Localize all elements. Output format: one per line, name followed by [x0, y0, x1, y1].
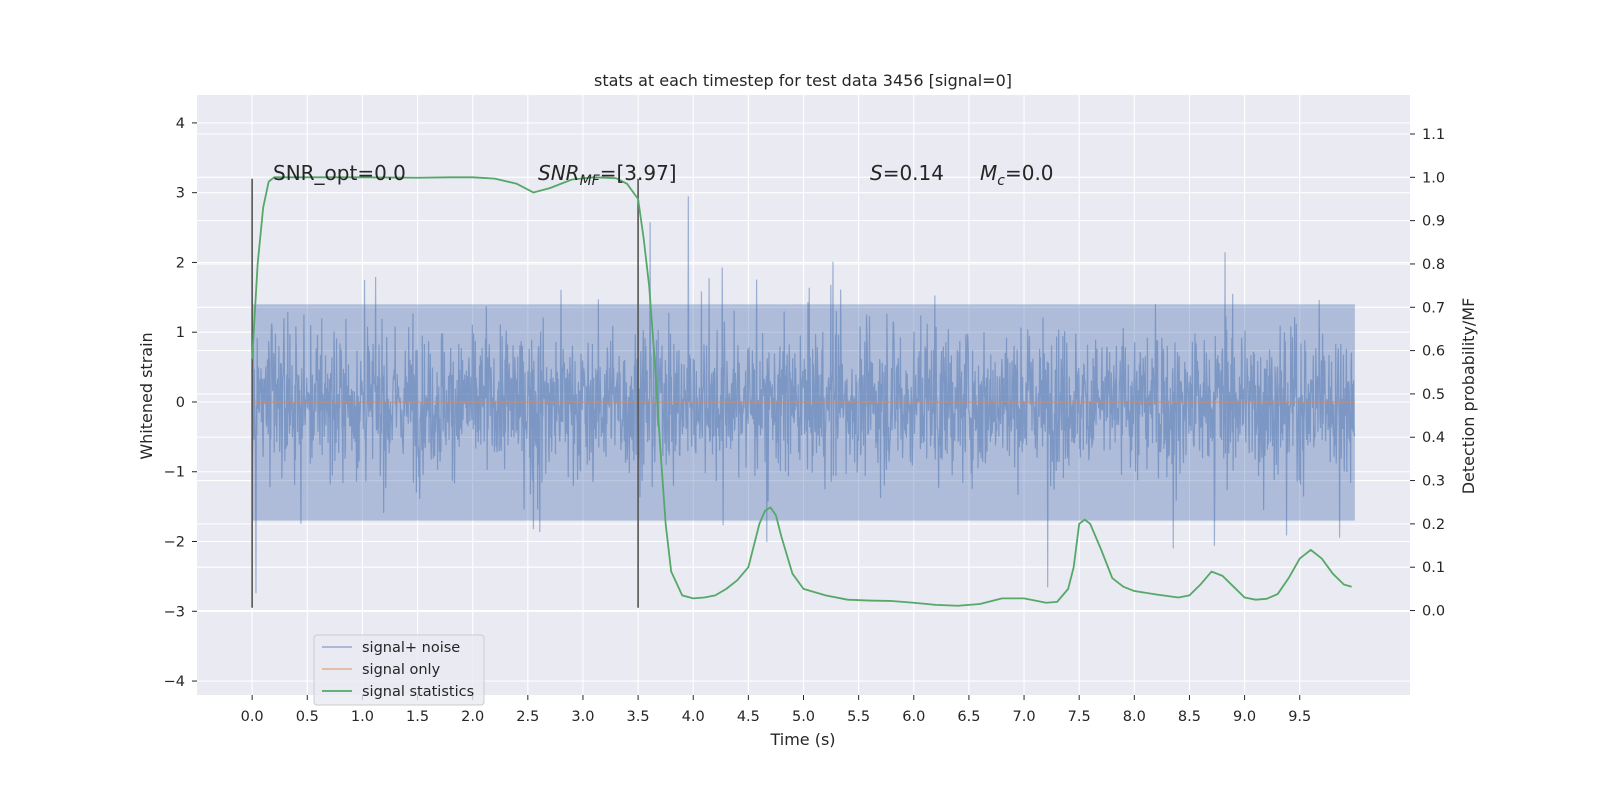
x-axis-ticks: 0.0 0.5 1.0 1.5 2.0 2.5 3.0 3.5 4.0 4.5 5.0 5.5 6.0 6… [241, 695, 1311, 725]
x-tick-label: 7.5 [1068, 709, 1091, 725]
y-left-tick-label: 4 [176, 116, 185, 132]
x-tick-label: 4.5 [737, 709, 760, 725]
y-right-tick-label: 0.6 [1422, 344, 1445, 360]
y-left-tick-label: 3 [176, 186, 185, 202]
x-tick-label: 9.0 [1233, 709, 1256, 725]
y-left-tick-label: −3 [164, 604, 185, 620]
marker-vlines [251, 178, 639, 608]
x-tick-label: 7.0 [1013, 709, 1036, 725]
y-left-tick-label: 1 [176, 325, 185, 341]
legend-label-noise: signal+ noise [362, 640, 460, 656]
chart-title: stats at each timestep for test data 345… [594, 71, 1012, 90]
y-left-tick-label: 2 [176, 255, 185, 271]
x-tick-label: 3.0 [571, 709, 594, 725]
annotation-mc-value: =0.0 [1005, 161, 1054, 185]
annotation-snr-mf-var: SNR [538, 161, 580, 185]
y-right-tick-label: 0.8 [1422, 257, 1445, 273]
annotation-snr-opt: SNR_opt=0.0 [273, 161, 406, 185]
y-right-tick-label: 0.2 [1422, 517, 1445, 533]
annotation-mc-var: M [980, 161, 997, 185]
x-tick-label: 8.0 [1123, 709, 1146, 725]
x-tick-label: 9.5 [1288, 709, 1311, 725]
noise-line [251, 196, 1356, 594]
annotation-s-value: =0.14 [883, 161, 944, 185]
x-tick-label: 1.0 [351, 709, 374, 725]
y-right-tick-label: 0.9 [1422, 214, 1445, 230]
y-left-tick-label: −1 [164, 465, 185, 481]
x-tick-label: 5.0 [792, 709, 815, 725]
y-axis-right-ticks: 1.1 1.0 0.9 0.8 0.7 0.6 0.5 0.4 0.3 0.2 0.1 0.0 [1410, 127, 1445, 620]
legend-label-stats: signal statistics [362, 684, 474, 700]
legend: signal+ noise signal only signal statist… [313, 634, 485, 706]
x-tick-label: 0.5 [296, 709, 319, 725]
y-axis-left-label: Whitened strain [137, 332, 156, 459]
y-left-tick-label: 0 [176, 395, 185, 411]
series-signal-noise [251, 196, 1356, 594]
y-axis-right-label: Detection probability/MF [1459, 298, 1478, 495]
annotation-snr-mf: SNRMF=[3.97] [538, 161, 677, 189]
x-tick-label: 5.5 [847, 709, 870, 725]
annotation-mc-sub: c [997, 173, 1005, 189]
annotation-s: S=0.14 [870, 161, 944, 185]
noise-core-band [252, 304, 1355, 521]
x-tick-label: 6.0 [902, 709, 925, 725]
x-axis-label: Time (s) [769, 730, 835, 749]
annotation-mc: Mc=0.0 [980, 161, 1054, 189]
y-axis-left-ticks: 4 3 2 1 0 −1 −2 −3 −4 [164, 116, 197, 690]
x-tick-label: 0.0 [241, 709, 264, 725]
legend-label-signal: signal only [362, 662, 441, 678]
x-tick-label: 8.5 [1178, 709, 1201, 725]
x-tick-label: 2.5 [516, 709, 539, 725]
x-tick-label: 1.5 [406, 709, 429, 725]
series-signal-statistics [251, 176, 1352, 607]
y-right-tick-label: 0.0 [1422, 604, 1445, 620]
y-right-tick-label: 0.7 [1422, 300, 1445, 316]
annotation-s-var: S [870, 161, 883, 185]
y-right-tick-label: 1.1 [1422, 127, 1445, 143]
x-tick-label: 4.0 [682, 709, 705, 725]
x-tick-label: 2.0 [461, 709, 484, 725]
annotation-snr-mf-sub: MF [580, 173, 601, 189]
x-tick-label: 3.5 [627, 709, 650, 725]
y-right-tick-label: 0.4 [1422, 430, 1445, 446]
y-left-tick-label: −2 [164, 535, 185, 551]
legend-box [313, 634, 485, 706]
y-right-tick-label: 1.0 [1422, 170, 1445, 186]
annotation-snr-mf-value: =[3.97] [600, 161, 677, 185]
statistics-line [251, 176, 1352, 607]
y-right-tick-label: 0.1 [1422, 560, 1445, 576]
x-tick-label: 6.5 [957, 709, 980, 725]
y-right-tick-label: 0.5 [1422, 387, 1445, 403]
y-right-tick-label: 0.3 [1422, 474, 1445, 490]
y-left-tick-label: −4 [164, 674, 185, 690]
